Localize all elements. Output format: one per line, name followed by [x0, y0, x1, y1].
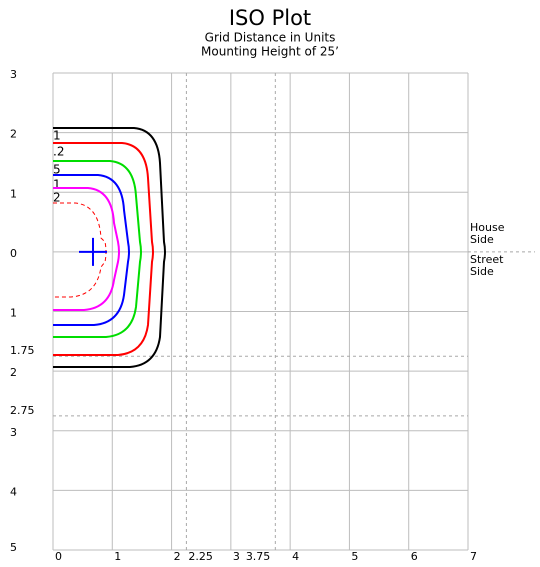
x-tick-label: 0	[55, 550, 62, 563]
x-tick-label: 6	[411, 550, 418, 563]
contour-label: 1	[53, 129, 61, 143]
iso-contour	[53, 160, 142, 338]
iso-contour-inner	[53, 202, 107, 298]
x-tick-label: 7	[470, 550, 477, 563]
luminaire-marker	[79, 237, 107, 266]
y-tick-label: 3	[10, 68, 17, 81]
y-tick-label: 5	[10, 541, 17, 554]
side-label: House	[470, 221, 505, 234]
y-tick-label: 3	[10, 426, 17, 439]
reference-label: 2.75	[10, 404, 35, 417]
y-tick-label: 1	[10, 187, 17, 200]
contour-label: .2	[53, 145, 64, 159]
subtitle: Mounting Height of 25’	[201, 45, 339, 59]
x-tick-label: 5	[351, 550, 358, 563]
side-label: Street	[470, 253, 504, 266]
y-tick-label: 1	[10, 307, 17, 320]
reference-label: 2.25	[188, 550, 213, 563]
contour-label: 1	[53, 178, 61, 192]
side-label: Side	[470, 265, 494, 278]
title: ISO Plot	[229, 6, 311, 30]
iso-contour	[53, 187, 120, 311]
iso-contour	[53, 174, 130, 326]
x-tick-label: 2	[174, 550, 181, 563]
x-tick-label: 1	[114, 550, 121, 563]
y-tick-label: 2	[10, 366, 17, 379]
side-label: Side	[470, 233, 494, 246]
y-tick-label: 0	[10, 247, 17, 260]
contour-label: 5	[53, 163, 61, 177]
iso-contour	[53, 142, 154, 356]
reference-label: 1.75	[10, 344, 35, 357]
contour-label: 2	[53, 191, 61, 205]
iso-contour	[53, 127, 166, 368]
reference-label: 3.75	[246, 550, 271, 563]
y-tick-label: 4	[10, 485, 17, 498]
subtitle: Grid Distance in Units	[205, 31, 336, 45]
y-tick-label: 2	[10, 128, 17, 141]
x-tick-label: 3	[233, 550, 240, 563]
x-tick-label: 4	[292, 550, 299, 563]
